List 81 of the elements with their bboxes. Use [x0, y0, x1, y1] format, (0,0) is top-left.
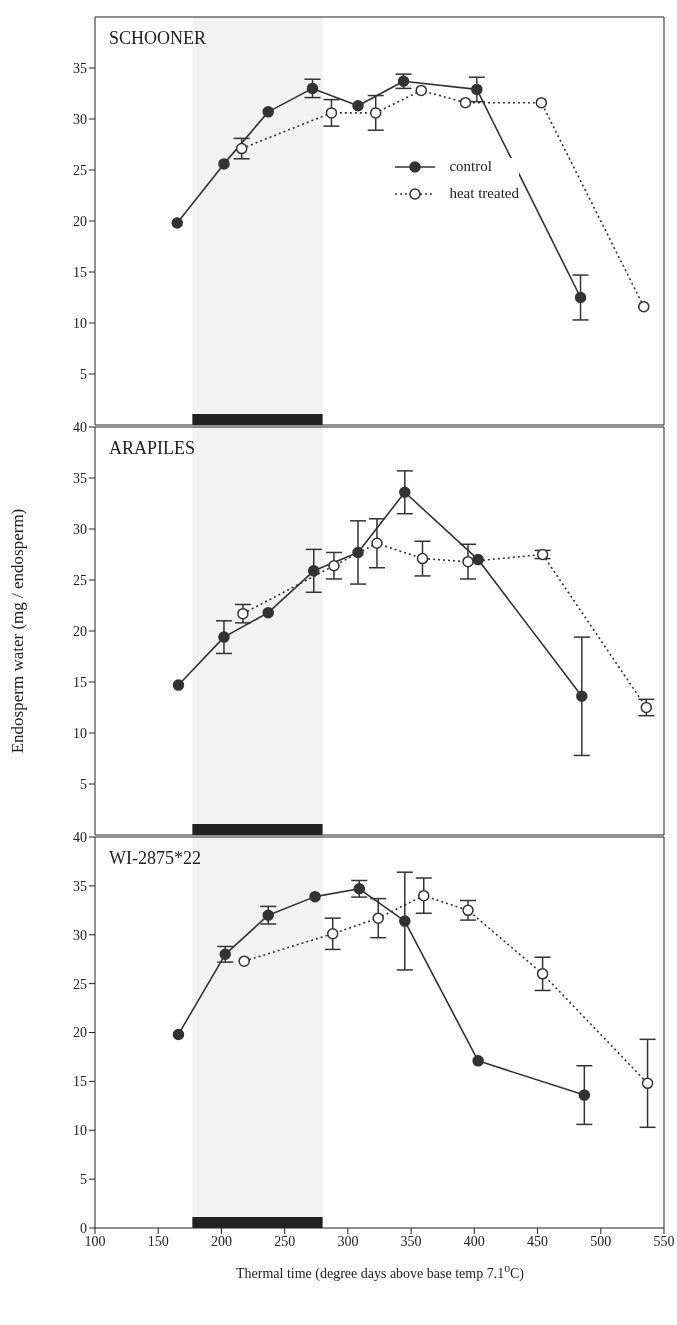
- point: [218, 158, 230, 170]
- y-tick-label: 35: [73, 878, 87, 894]
- point: [576, 690, 588, 703]
- y-tick-label: 25: [73, 572, 87, 588]
- point: [399, 915, 411, 927]
- point: [237, 607, 249, 620]
- point: [306, 82, 319, 95]
- y-tick-label: 25: [73, 976, 87, 992]
- point: [171, 217, 183, 229]
- y-tick-label: 20: [73, 623, 87, 639]
- point: [262, 606, 274, 619]
- point: [328, 559, 340, 572]
- x-tick-label: 450: [527, 1233, 549, 1249]
- y-tick-label: 15: [73, 264, 87, 280]
- y-tick-label: 5: [80, 1172, 87, 1188]
- y-tick-label: 40: [73, 829, 87, 845]
- y-tick-label: 30: [73, 111, 87, 127]
- y-tick-label: 40: [73, 419, 87, 435]
- point: [472, 553, 484, 566]
- point: [372, 912, 384, 924]
- y-tick-label: 15: [73, 1074, 87, 1090]
- y-tick-label: 10: [73, 725, 87, 741]
- point: [326, 928, 339, 940]
- point: [462, 555, 474, 568]
- point: [574, 291, 587, 304]
- point: [352, 99, 364, 112]
- y-tick-label: 20: [73, 1025, 87, 1041]
- y-tick-label: 5: [80, 776, 87, 792]
- point: [459, 96, 472, 109]
- point: [218, 631, 230, 643]
- point: [416, 552, 429, 565]
- y-tick-label: 10: [73, 315, 87, 331]
- y-tick-label: 5: [80, 366, 87, 382]
- y-tick-label: 10: [73, 1123, 87, 1139]
- point: [262, 106, 274, 118]
- point: [471, 83, 483, 96]
- point: [415, 84, 427, 97]
- x-axis-title: Thermal time (degree days above base temp 7.1$^{o}$C): [234, 1262, 526, 1282]
- text: SCHOONER: [109, 28, 207, 49]
- point: [578, 1089, 591, 1101]
- legend-label: control: [449, 158, 492, 176]
- x-tick-label: 100: [84, 1233, 106, 1249]
- x-tick-label: 250: [274, 1233, 296, 1249]
- legend-label: heat treated: [449, 185, 519, 203]
- x-tick-label: 400: [463, 1233, 485, 1249]
- text: WI-2875*22: [109, 848, 201, 869]
- point: [238, 955, 250, 967]
- point: [535, 96, 548, 109]
- y-tick-label: 20: [73, 213, 87, 229]
- x-tick-label: 200: [210, 1233, 232, 1249]
- point: [308, 565, 320, 577]
- point: [638, 300, 650, 313]
- point: [235, 142, 248, 155]
- point: [172, 679, 185, 691]
- x-tick-label: 550: [653, 1233, 675, 1249]
- y-tick-label: 30: [73, 521, 87, 537]
- y-tick-label: 0: [80, 1220, 87, 1236]
- y-tick-label: 25: [73, 162, 87, 178]
- point: [172, 1028, 185, 1041]
- point: [472, 1055, 484, 1067]
- point: [418, 889, 430, 902]
- point: [462, 904, 474, 917]
- x-tick-label: 350: [400, 1233, 422, 1249]
- x-tick-label: 300: [337, 1233, 359, 1249]
- y-tick-label: 15: [73, 674, 87, 690]
- point: [369, 107, 382, 119]
- y-tick-label: 35: [73, 470, 87, 486]
- point: [536, 968, 549, 980]
- x-tick-label: 500: [590, 1233, 612, 1249]
- x-tick-label: 150: [147, 1233, 169, 1249]
- y-tick-label: 35: [73, 60, 87, 76]
- y-axis-title: Endosperm water (mg / endosperm): [8, 508, 28, 754]
- point: [371, 537, 383, 550]
- point: [325, 107, 338, 119]
- y-tick-label: 30: [73, 927, 87, 943]
- point: [641, 1077, 654, 1090]
- point: [399, 486, 411, 499]
- point: [309, 890, 321, 903]
- point: [262, 909, 274, 921]
- text: ARAPILES: [109, 438, 196, 459]
- point: [352, 546, 364, 559]
